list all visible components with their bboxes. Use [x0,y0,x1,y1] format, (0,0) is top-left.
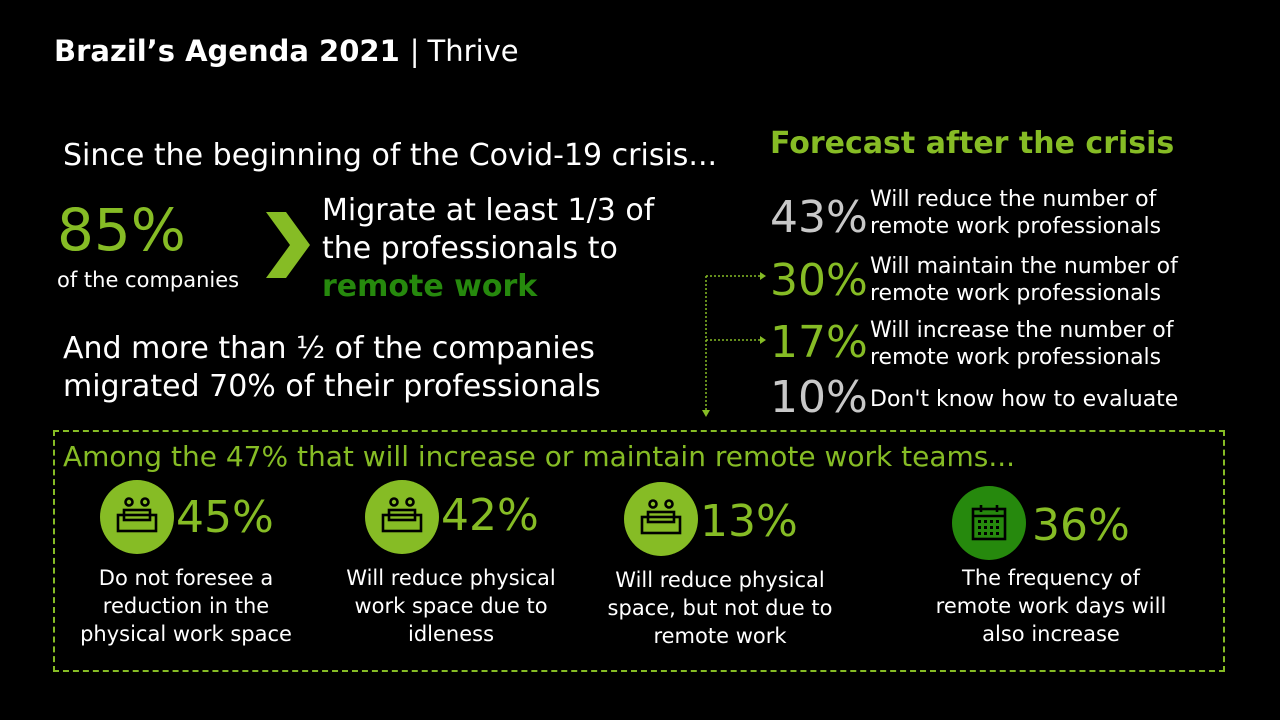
among-box [53,430,1225,672]
forecast-line-2: remote work professionals [870,281,1162,306]
title-light: Thrive [427,34,519,68]
office-desk-icon [100,480,174,554]
intro-text: Since the beginning of the Covid-19 cris… [63,138,718,173]
forecast-pct: 17% [770,317,868,368]
migrate-text: Migrate at least 1/3 of the professional… [322,192,654,306]
forecast-line-1: Will maintain the number of [870,254,1178,279]
forecast-pct: 43% [770,192,868,243]
title-bold: Brazil’s Agenda 2021 [54,34,400,68]
calendar-icon [952,486,1026,560]
stat-desc: Do not foresee a reduction in the physic… [80,566,292,646]
office-desk-icon [365,480,439,554]
migrate-line-2: the professionals to [322,231,618,266]
among-title: Among the 47% that will increase or main… [63,440,1016,473]
stat-pct: 45% [176,492,274,543]
companies-label: of the companies [57,268,240,292]
stat-pct: 13% [700,496,798,547]
forecast-pct: 10% [770,372,868,423]
forecast-text: Don't know how to evaluate [870,386,1178,413]
forecast-text: Will maintain the number of remote work … [870,253,1178,307]
stat-desc: Will reduce physical work space due to i… [346,566,556,646]
migrate-line-1: Migrate at least 1/3 of [322,193,655,228]
forecast-line-1: Will reduce the number of [870,187,1157,212]
forecast-line-2: remote work professionals [870,214,1162,239]
title-separator: | [409,34,420,68]
forecast-line-1: Will increase the number of [870,318,1174,343]
forecast-title: Forecast after the crisis [770,126,1175,161]
big-percentage: 85% [57,196,186,264]
forecast-text: Will increase the number of remote work … [870,317,1173,371]
forecast-text: Will reduce the number of remote work pr… [870,186,1161,240]
migrate-emphasis: remote work [322,269,538,304]
more-line-1: And more than ½ of the companies [63,331,595,366]
forecast-pct: 30% [770,255,868,306]
stat-desc: Will reduce physical space, but not due … [607,568,833,648]
stat-pct: 42% [441,490,539,541]
more-line-2: migrated 70% of their professionals [63,369,601,404]
page-title: Brazil’s Agenda 2021 | Thrive [54,34,519,68]
office-desk-icon [624,482,698,556]
stat-desc: The frequency of remote work days will a… [935,566,1167,646]
more-text: And more than ½ of the companies migrate… [63,330,601,406]
stat-pct: 36% [1032,500,1130,551]
forecast-line-1: Don't know how to evaluate [870,387,1179,412]
chevron-right-icon [266,212,310,282]
forecast-line-2: remote work professionals [870,345,1162,370]
